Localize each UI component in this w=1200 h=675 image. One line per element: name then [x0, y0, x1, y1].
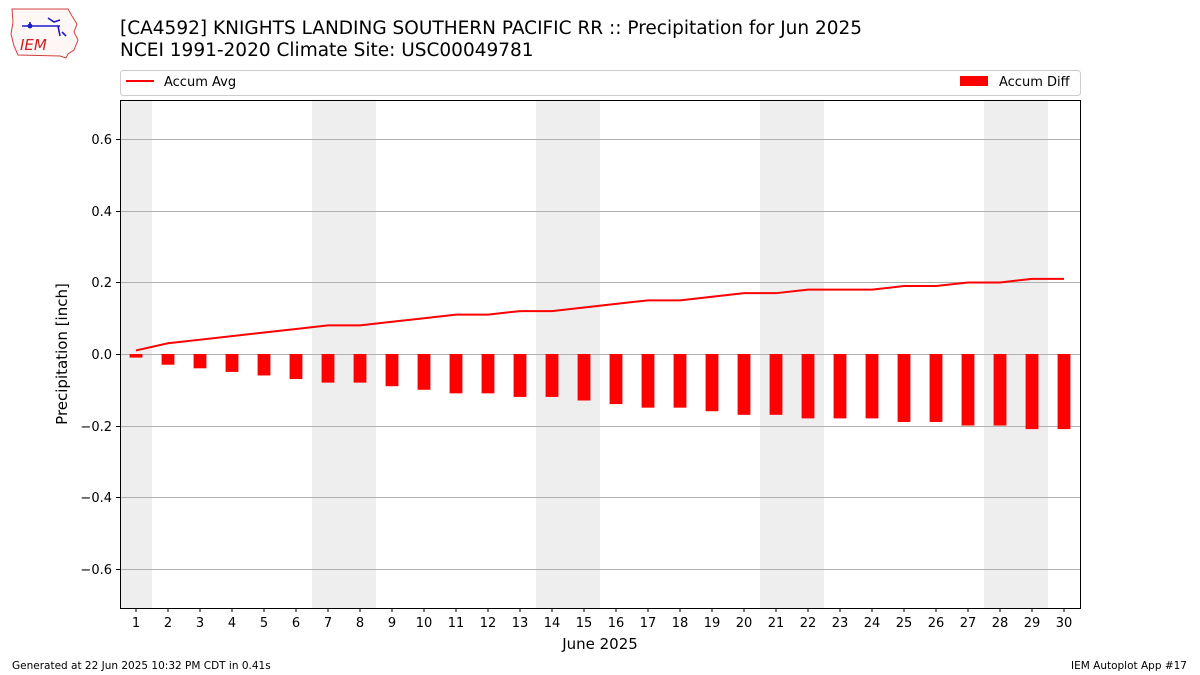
y-tick-label: −0.6	[80, 563, 112, 578]
accum-diff-bar	[129, 354, 143, 358]
x-tick-label: 27	[960, 616, 977, 631]
accum-diff-bar	[961, 354, 975, 426]
accum-diff-bar	[833, 354, 847, 419]
x-tick-label: 29	[1024, 616, 1041, 631]
accum-diff-bar	[673, 354, 687, 408]
legend-frame	[120, 70, 1081, 96]
x-tick-label: 13	[512, 616, 529, 631]
accum-diff-bar	[801, 354, 815, 419]
x-tick-label: 1	[132, 616, 140, 631]
y-tick-label: 0.2	[91, 276, 112, 291]
footer-app: IEM Autoplot App #17	[1071, 660, 1187, 672]
accum-diff-bar	[929, 354, 943, 422]
x-tick-label: 18	[672, 616, 689, 631]
x-tick-label: 15	[576, 616, 593, 631]
footer-generated: Generated at 22 Jun 2025 10:32 PM CDT in…	[12, 660, 271, 672]
logo-text: IEM	[20, 36, 47, 54]
y-tick-label: −0.4	[80, 491, 112, 506]
gridlines	[120, 139, 1080, 570]
x-tick-label: 24	[864, 616, 881, 631]
legend-label-accum-diff: Accum Diff	[999, 75, 1071, 90]
accum-diff-bar	[1057, 354, 1071, 430]
plot-frame	[120, 100, 1081, 609]
accum-diff-bar	[513, 354, 527, 397]
x-tick-label: 25	[896, 616, 913, 631]
x-tick-label: 28	[992, 616, 1009, 631]
x-tick-label: 19	[704, 616, 721, 631]
x-tick-label: 12	[480, 616, 497, 631]
accum-diff-bars	[129, 354, 1071, 430]
chart-title-line1: [CA4592] KNIGHTS LANDING SOUTHERN PACIFI…	[120, 18, 863, 39]
accum-diff-bar	[1025, 354, 1039, 430]
accum-diff-bar	[993, 354, 1007, 426]
legend-bar-swatch	[960, 76, 988, 86]
accum-avg-line-group	[135, 277, 1064, 352]
accum-diff-bar	[705, 354, 719, 412]
accum-diff-bar	[385, 354, 399, 387]
y-tick-label: 0.6	[91, 133, 112, 148]
x-tick-label: 2	[164, 616, 172, 631]
x-axis-label: June 2025	[561, 635, 638, 653]
y-tick-label: 0.4	[91, 205, 112, 220]
x-tick-label: 5	[260, 616, 268, 631]
legend-label-accum-avg: Accum Avg	[164, 75, 236, 90]
x-tick-label: 20	[736, 616, 753, 631]
y-axis-ticks: 0.6 0.4 0.2 0.0 −0.2 −0.4 −0.6	[80, 133, 120, 578]
accum-diff-bar	[321, 354, 335, 383]
accum-diff-bar	[353, 354, 367, 383]
accum-diff-bar	[449, 354, 463, 394]
x-tick-label: 22	[800, 616, 817, 631]
x-tick-label: 14	[544, 616, 561, 631]
x-tick-label: 3	[196, 616, 204, 631]
x-axis-ticks: 1 2 3 4 5 6 7 8 9 10 11 12 13 14 15 16 17 18 19 20 21 22 23 24 2…	[132, 608, 1072, 631]
legend: Accum Avg Accum Diff	[120, 70, 1081, 96]
accum-diff-bar	[769, 354, 783, 415]
accum-diff-bar	[545, 354, 559, 397]
x-tick-label: 23	[832, 616, 849, 631]
iem-logo: IEM	[10, 8, 79, 59]
chart-title-line2: NCEI 1991-2020 Climate Site: USC00049781	[120, 40, 534, 61]
accum-diff-bar	[641, 354, 655, 408]
x-tick-label: 7	[324, 616, 332, 631]
x-tick-label: 30	[1056, 616, 1073, 631]
chart-title: [CA4592] KNIGHTS LANDING SOUTHERN PACIFI…	[120, 18, 862, 62]
x-tick-label: 10	[416, 616, 433, 631]
x-tick-label: 4	[228, 616, 236, 631]
x-tick-label: 16	[608, 616, 625, 631]
logo-state-outline	[10, 8, 79, 59]
accum-diff-bar	[609, 354, 623, 405]
accum-diff-bar	[193, 354, 207, 369]
y-axis-label: Precipitation [inch]	[53, 283, 71, 425]
x-tick-label: 26	[928, 616, 945, 631]
x-tick-label: 6	[292, 616, 300, 631]
x-tick-label: 8	[356, 616, 364, 631]
accum-diff-bar	[257, 354, 271, 376]
accum-avg-line	[135, 277, 1064, 352]
x-tick-label: 9	[388, 616, 396, 631]
logo-station-dot	[27, 23, 33, 29]
accum-diff-bar	[481, 354, 495, 394]
accum-diff-bar	[897, 354, 911, 422]
x-tick-label: 17	[640, 616, 657, 631]
y-tick-label: 0.0	[91, 348, 112, 363]
x-tick-label: 21	[768, 616, 785, 631]
accum-diff-bar	[289, 354, 303, 380]
accum-diff-bar	[417, 354, 431, 390]
accum-diff-bar	[577, 354, 591, 401]
accum-diff-bar	[737, 354, 751, 415]
accum-diff-bar	[161, 354, 175, 365]
accum-diff-bar	[865, 354, 879, 419]
x-tick-label: 11	[448, 616, 465, 631]
y-tick-label: −0.2	[80, 420, 112, 435]
accum-diff-bar	[225, 354, 239, 372]
